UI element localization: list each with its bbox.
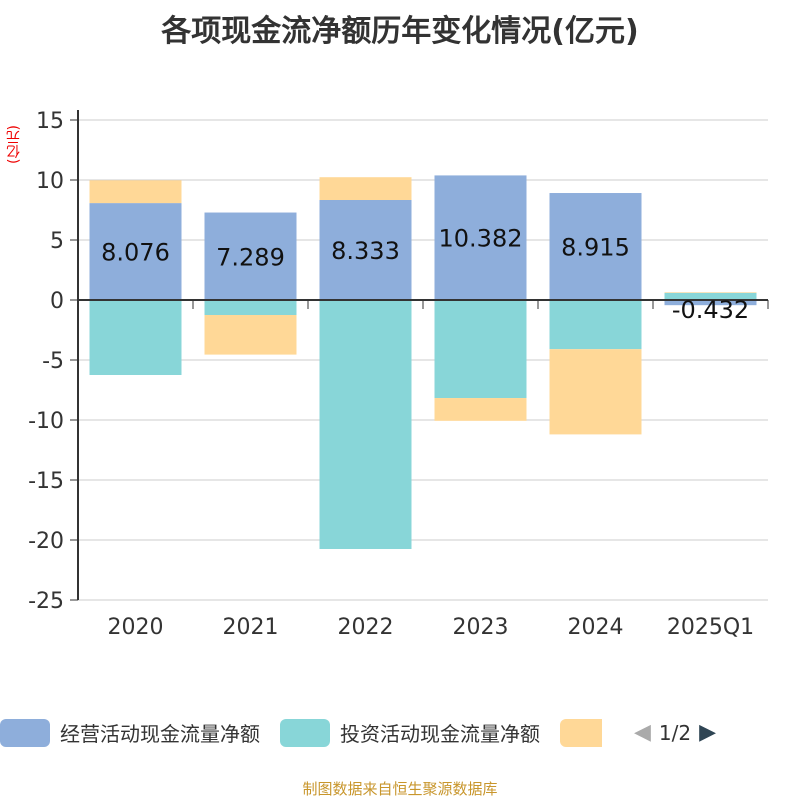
x-tick-label: 2020	[108, 615, 164, 640]
legend-swatch	[560, 718, 602, 747]
bar-1-2023	[434, 300, 527, 399]
legend-next-icon[interactable]: ▶	[699, 720, 717, 745]
y-tick-label: -20	[28, 529, 64, 554]
bar-2-2023	[434, 398, 527, 421]
x-tick-label: 2025Q1	[667, 615, 754, 640]
bar-1-2022	[319, 300, 412, 549]
y-tick-label: -25	[28, 589, 64, 614]
bar-2-2021	[204, 315, 297, 355]
bar-1-2021	[204, 300, 297, 315]
y-tick-label: 5	[50, 229, 64, 254]
y-tick-label: -10	[28, 409, 64, 434]
chart-title: 各项现金流净额历年变化情况(亿元)	[161, 14, 639, 49]
y-tick-label: 0	[50, 289, 64, 314]
legend-label: 经营活动现金流量净额	[60, 722, 260, 746]
x-tick-label: 2023	[453, 615, 509, 640]
data-label: 7.289	[216, 243, 285, 271]
bar-2-2022	[319, 177, 412, 201]
data-label: 8.076	[101, 239, 170, 267]
x-tick-label: 2022	[338, 615, 394, 640]
bar-2-2024	[549, 349, 642, 435]
data-label: 8.915	[561, 234, 630, 262]
legend-prev-icon[interactable]: ◀	[634, 720, 651, 745]
data-label: -0.432	[672, 296, 749, 324]
bar-0-2021	[204, 212, 297, 300]
legend-swatch	[0, 718, 50, 747]
bar-0-2020	[89, 203, 182, 300]
legend-label: 投资活动现金流量净额	[340, 722, 540, 746]
y-tick-label: -5	[42, 349, 64, 374]
legend-item-operating[interactable]: 经营活动现金流量净额	[0, 718, 260, 747]
bar-0-2023	[434, 175, 527, 300]
bar-0-2022	[319, 200, 412, 300]
y-tick-label: -15	[28, 469, 64, 494]
source-note: 制图数据来自恒生聚源数据库	[302, 780, 498, 798]
x-tick-label: 2021	[223, 615, 279, 640]
bar-1-2025Q1	[664, 292, 757, 300]
bar-0-2024	[549, 193, 642, 300]
legend: 经营活动现金流量净额 投资活动现金流量净额 ◀ 1/2 ▶	[0, 718, 716, 747]
x-tick-label: 2024	[568, 615, 624, 640]
legend-page: 1/2	[658, 720, 692, 745]
legend-item-financing[interactable]	[560, 718, 612, 747]
bar-0-2025Q1	[664, 300, 757, 306]
bar-2-2020	[89, 180, 182, 204]
bar-1-2020	[89, 300, 182, 375]
bar-1-2024	[549, 300, 642, 350]
legend-item-investing[interactable]: 投资活动现金流量净额	[280, 718, 540, 747]
chart: 15 10 5 0 -5 -10 -15 -20 -25 2020 8.076 2021 7.289 20…	[28, 109, 769, 640]
data-label: 8.333	[331, 237, 400, 265]
bar-2-2025Q1	[664, 292, 757, 293]
y-tick-label: 10	[36, 169, 64, 194]
legend-swatch	[280, 718, 330, 747]
data-label: 10.382	[439, 225, 523, 253]
y-tick-label: 15	[36, 109, 64, 134]
